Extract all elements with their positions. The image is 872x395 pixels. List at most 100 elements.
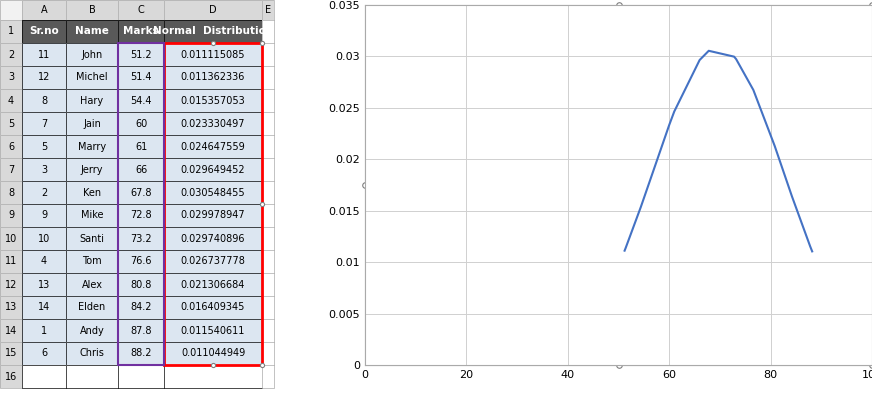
Bar [22,112,66,135]
Text: 0.029740896: 0.029740896 [181,233,245,243]
Text: A: A [41,5,47,15]
Bar [22,112,66,135]
Text: 2: 2 [41,188,47,198]
Bar [118,0,164,20]
Bar [22,135,66,158]
Bar [0,365,22,388]
Bar [262,296,274,319]
Bar [66,181,118,204]
Text: Chris: Chris [79,348,105,359]
Bar [22,66,66,89]
Bar [118,250,164,273]
Bar [118,181,164,204]
Bar [118,319,164,342]
Bar [22,158,66,181]
Text: Elden: Elden [78,303,106,312]
Text: 0.011044949: 0.011044949 [181,348,245,359]
Bar [22,181,66,204]
Bar [22,342,66,365]
Bar [22,0,66,20]
Bar [118,342,164,365]
Bar [118,112,164,135]
Bar [22,20,66,43]
Bar [118,204,164,227]
Bar [66,250,118,273]
Bar [262,158,274,181]
Bar [262,250,274,273]
Text: 0.011115085: 0.011115085 [181,49,245,60]
Bar [0,20,22,43]
Bar [164,158,262,181]
Text: 61: 61 [135,141,147,152]
Bar [0,342,22,365]
Bar [118,43,164,365]
Text: 0.023330497: 0.023330497 [181,118,245,128]
Bar [164,89,262,112]
Bar [22,250,66,273]
Text: 13: 13 [5,303,17,312]
Bar [262,181,274,204]
Bar [118,158,164,181]
Text: 13: 13 [37,280,50,290]
Text: Marks: Marks [123,26,159,36]
Bar [164,273,262,296]
Bar [22,365,66,388]
Bar [118,204,164,227]
Bar [164,296,262,319]
Bar [0,181,22,204]
Bar [164,227,262,250]
Text: 66: 66 [135,164,147,175]
Bar [118,250,164,273]
Bar [66,112,118,135]
Bar [262,273,274,296]
Text: 0.011362336: 0.011362336 [181,73,245,83]
Bar [262,89,274,112]
Text: 0.029978947: 0.029978947 [181,211,245,220]
Bar [118,296,164,319]
Bar [22,43,66,66]
Text: 14: 14 [37,303,50,312]
Bar [118,273,164,296]
Bar [66,319,118,342]
Bar [66,342,118,365]
Text: 5: 5 [41,141,47,152]
Bar [118,342,164,365]
Bar [0,250,22,273]
Bar [0,273,22,296]
Bar [0,112,22,135]
Bar [0,273,22,296]
Bar [22,319,66,342]
Bar [22,181,66,204]
Bar [262,296,274,319]
Bar [262,43,274,66]
Bar [118,227,164,250]
Bar [0,66,22,89]
Bar [0,158,22,181]
Bar [118,319,164,342]
Bar [164,227,262,250]
Bar [0,112,22,135]
Text: Jerry: Jerry [81,164,103,175]
Text: John: John [81,49,103,60]
Bar [262,319,274,342]
Bar [22,204,66,227]
Bar [118,365,164,388]
Bar [66,158,118,181]
Bar [262,135,274,158]
Bar [66,204,118,227]
Bar [0,342,22,365]
Text: 0.026737778: 0.026737778 [181,256,245,267]
Bar [262,273,274,296]
Bar [22,89,66,112]
Bar [22,227,66,250]
Bar [66,43,118,66]
Bar [164,66,262,89]
Text: 12: 12 [37,73,51,83]
Bar [22,296,66,319]
Text: Name: Name [75,26,109,36]
Bar [0,181,22,204]
Bar [118,181,164,204]
Bar [262,112,274,135]
Text: 10: 10 [37,233,50,243]
Text: Andy: Andy [79,325,105,335]
